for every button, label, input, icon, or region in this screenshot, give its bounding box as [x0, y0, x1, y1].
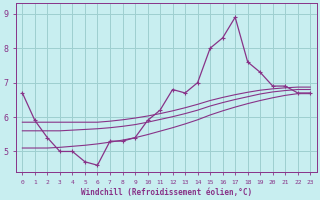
X-axis label: Windchill (Refroidissement éolien,°C): Windchill (Refroidissement éolien,°C) [81, 188, 252, 197]
